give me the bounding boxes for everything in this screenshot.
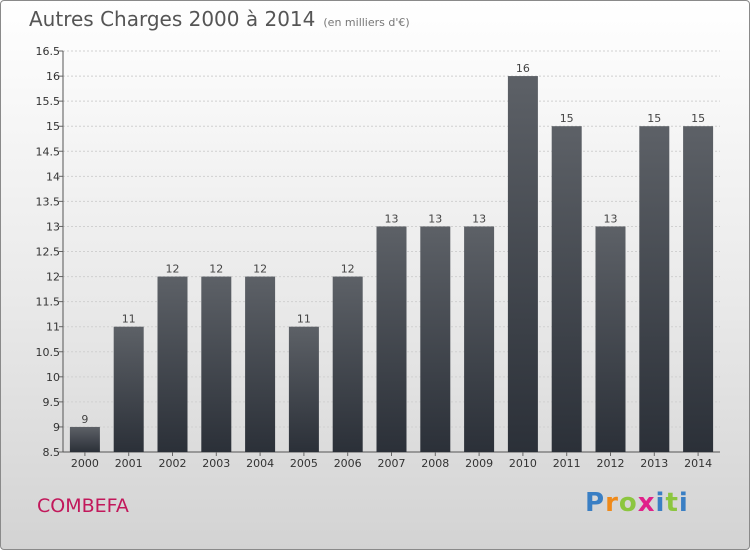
x-tick-label: 2007 — [378, 457, 406, 470]
bar — [288, 326, 319, 452]
bar-value-label: 16 — [516, 62, 530, 75]
city-name: COMBEFA — [37, 495, 129, 517]
x-tick-label: 2000 — [71, 457, 99, 470]
bar — [507, 76, 538, 452]
bar — [595, 226, 626, 452]
x-tick-label: 2012 — [597, 457, 625, 470]
bar-value-label: 9 — [81, 413, 88, 426]
bar-value-label: 11 — [297, 313, 311, 326]
y-tick-label: 11.5 — [36, 296, 61, 309]
bar-value-label: 15 — [560, 112, 574, 125]
bar — [639, 126, 670, 452]
y-tick-label: 8.5 — [43, 446, 61, 459]
x-tick-label: 2014 — [684, 457, 712, 470]
title-text: Autres Charges 2000 à 2014 — [29, 7, 316, 31]
bar-value-label: 15 — [647, 112, 661, 125]
x-tick-label: 2004 — [246, 457, 274, 470]
x-tick-label: 2001 — [115, 457, 143, 470]
y-tick-label: 16.5 — [36, 45, 61, 58]
y-tick-label: 13 — [46, 220, 60, 233]
bar — [113, 326, 144, 452]
bar — [157, 276, 188, 452]
x-tick-label: 2006 — [334, 457, 362, 470]
bar-value-label: 12 — [253, 263, 267, 276]
y-tick-label: 13.5 — [36, 195, 61, 208]
x-tick-label: 2013 — [640, 457, 668, 470]
bar-value-label: 13 — [385, 212, 399, 225]
chart-subtitle: (en milliers d'€) — [323, 16, 410, 29]
y-tick-label: 15.5 — [36, 95, 61, 108]
y-tick-label: 10 — [46, 371, 60, 384]
y-tick-label: 11 — [46, 321, 60, 334]
x-tick-label: 2010 — [509, 457, 537, 470]
x-tick-label: 2009 — [465, 457, 493, 470]
bar — [332, 276, 363, 452]
x-tick-label: 2008 — [421, 457, 449, 470]
x-tick-label: 2002 — [159, 457, 187, 470]
bar — [551, 126, 582, 452]
x-tick-label: 2005 — [290, 457, 318, 470]
bar — [420, 226, 451, 452]
x-tick-label: 2011 — [553, 457, 581, 470]
y-tick-label: 15 — [46, 120, 60, 133]
bar — [376, 226, 407, 452]
bar-value-label: 12 — [341, 263, 355, 276]
bar — [683, 126, 714, 452]
bar-value-label: 13 — [428, 212, 442, 225]
chart-title: Autres Charges 2000 à 2014 (en milliers d… — [29, 7, 410, 31]
y-tick-label: 14 — [46, 170, 60, 183]
bar-value-label: 12 — [209, 263, 223, 276]
bar — [69, 426, 100, 452]
bar-value-label: 12 — [166, 263, 180, 276]
bar — [201, 276, 232, 452]
y-tick-label: 12.5 — [36, 246, 61, 259]
proxiti-logo: Proxiti — [585, 488, 689, 518]
bar-value-label: 15 — [691, 112, 705, 125]
y-tick-label: 9 — [53, 421, 60, 434]
bar-value-label: 13 — [472, 212, 486, 225]
bar — [464, 226, 495, 452]
x-tick-label: 2003 — [202, 457, 230, 470]
bar — [245, 276, 276, 452]
bar-value-label: 11 — [122, 313, 136, 326]
bar-value-label: 13 — [604, 212, 618, 225]
y-tick-label: 14.5 — [36, 145, 61, 158]
y-tick-label: 10.5 — [36, 346, 61, 359]
y-tick-label: 12 — [46, 271, 60, 284]
y-tick-label: 16 — [46, 70, 60, 83]
y-tick-label: 9.5 — [43, 396, 61, 409]
